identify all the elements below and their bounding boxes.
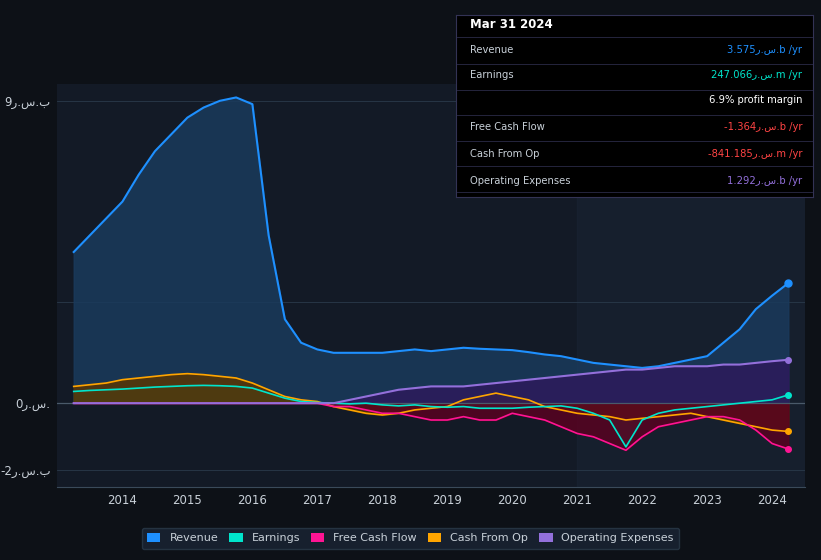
Text: Free Cash Flow: Free Cash Flow: [470, 122, 544, 132]
Text: -841.185ر.س.m /yr: -841.185ر.س.m /yr: [708, 150, 802, 160]
Text: 1.292ر.س.b /yr: 1.292ر.س.b /yr: [727, 176, 802, 186]
Text: 247.066ر.س.m /yr: 247.066ر.س.m /yr: [711, 70, 802, 80]
Text: Earnings: Earnings: [470, 70, 514, 80]
Text: Revenue: Revenue: [470, 45, 513, 55]
Text: -1.364ر.س.b /yr: -1.364ر.س.b /yr: [723, 122, 802, 132]
Text: Mar 31 2024: Mar 31 2024: [470, 18, 553, 31]
Text: 6.9% profit margin: 6.9% profit margin: [709, 95, 802, 105]
Legend: Revenue, Earnings, Free Cash Flow, Cash From Op, Operating Expenses: Revenue, Earnings, Free Cash Flow, Cash …: [141, 528, 680, 549]
Text: Operating Expenses: Operating Expenses: [470, 176, 571, 186]
Bar: [577, 84, 805, 487]
Text: 3.575ر.س.b /yr: 3.575ر.س.b /yr: [727, 45, 802, 55]
Text: Cash From Op: Cash From Op: [470, 150, 539, 160]
